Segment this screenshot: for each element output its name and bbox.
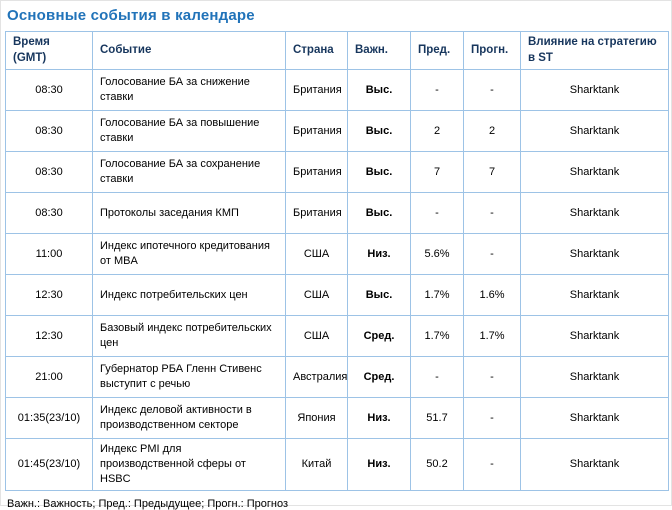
col-header-importance: Важн. (347, 30, 411, 71)
cell-impact: Sharktank (520, 192, 669, 235)
table-row: 12:30 Базовый индекс потребительских цен С… (5, 315, 669, 358)
table-row: 01:35(23/10) Индекс деловой активности в … (5, 397, 669, 440)
cell-previous: 51.7 (410, 397, 464, 440)
col-header-previous: Пред. (410, 30, 464, 71)
table-row: 08:30 Голосование БА за повышение ставки Б… (5, 110, 669, 153)
events-table: Время (GMT) Событие Страна Важн. Пред. П… (5, 30, 669, 491)
cell-importance: Выс. (347, 274, 411, 317)
cell-forecast: - (463, 69, 521, 112)
cell-time: 21:00 (5, 356, 93, 399)
cell-event: Индекс деловой активности в производстве… (92, 397, 286, 440)
cell-impact: Sharktank (520, 274, 669, 317)
cell-previous: 5.6% (410, 233, 464, 276)
cell-previous: 1.7% (410, 315, 464, 358)
page-title: Основные события в календаре (7, 7, 255, 24)
cell-importance: Выс. (347, 151, 411, 194)
cell-country: Британия (285, 110, 348, 153)
cell-event: Индекс ипотечного кредитования от MBA (92, 233, 286, 276)
cell-previous: 7 (410, 151, 464, 194)
cell-country: США (285, 315, 348, 358)
cell-forecast: - (463, 397, 521, 440)
cell-country: Британия (285, 69, 348, 112)
cell-time: 12:30 (5, 315, 93, 358)
cell-importance: Низ. (347, 397, 411, 440)
cell-country: США (285, 274, 348, 317)
table-row: 08:30 Голосование БА за снижение ставки Бр… (5, 69, 669, 112)
cell-impact: Sharktank (520, 397, 669, 440)
cell-event: Протоколы заседания КМП (92, 192, 286, 235)
cell-event: Базовый индекс потребительских цен (92, 315, 286, 358)
cell-impact: Sharktank (520, 233, 669, 276)
cell-importance: Выс. (347, 110, 411, 153)
cell-country: Австралия (285, 356, 348, 399)
cell-forecast: 7 (463, 151, 521, 194)
table-header-row: Время (GMT) Событие Страна Важн. Пред. П… (5, 30, 669, 71)
cell-event: Индекс PMI для производственной сферы от… (92, 438, 286, 491)
cell-previous: 2 (410, 110, 464, 153)
cell-country: Япония (285, 397, 348, 440)
table-row: 11:00 Индекс ипотечного кредитования от M… (5, 233, 669, 276)
cell-forecast: 2 (463, 110, 521, 153)
cell-impact: Sharktank (520, 356, 669, 399)
cell-importance: Выс. (347, 69, 411, 112)
cell-forecast: - (463, 438, 521, 491)
cell-previous: - (410, 192, 464, 235)
cell-time: 08:30 (5, 192, 93, 235)
cell-forecast: 1.7% (463, 315, 521, 358)
cell-importance: Сред. (347, 315, 411, 358)
cell-previous: - (410, 356, 464, 399)
cell-previous: 50.2 (410, 438, 464, 491)
cell-event: Губернатор РБА Гленн Стивенс выступит с … (92, 356, 286, 399)
cell-forecast: - (463, 192, 521, 235)
cell-importance: Выс. (347, 192, 411, 235)
cell-impact: Sharktank (520, 315, 669, 358)
cell-event: Индекс потребительских цен (92, 274, 286, 317)
cell-time: 12:30 (5, 274, 93, 317)
cell-importance: Низ. (347, 438, 411, 491)
cell-country: Британия (285, 151, 348, 194)
col-header-time: Время (GMT) (5, 30, 93, 71)
cell-event: Голосование БА за сохранение ставки (92, 151, 286, 194)
cell-time: 01:35(23/10) (5, 397, 93, 440)
cell-time: 08:30 (5, 110, 93, 153)
table-body: 08:30 Голосование БА за снижение ставки Бр… (5, 69, 669, 491)
table-row: 08:30 Протоколы заседания КМП Британия Выс.… (5, 192, 669, 235)
col-header-country: Страна (285, 30, 348, 71)
cell-event: Голосование БА за повышение ставки (92, 110, 286, 153)
cell-forecast: - (463, 356, 521, 399)
cell-impact: Sharktank (520, 110, 669, 153)
cell-previous: - (410, 69, 464, 112)
col-header-impact: Влияние на стратегию в ST (520, 30, 669, 71)
cell-event: Голосование БА за снижение ставки (92, 69, 286, 112)
footnote: Важн.: Важность; Пред.: Предыдущее; Прог… (7, 497, 289, 510)
cell-country: США (285, 233, 348, 276)
col-header-event: Событие (92, 30, 286, 71)
table-row: 01:45(23/10) Индекс PMI для производствен… (5, 438, 669, 491)
cell-importance: Сред. (347, 356, 411, 399)
table-row: 21:00 Губернатор РБА Гленн Стивенс выступ… (5, 356, 669, 399)
cell-forecast: - (463, 233, 521, 276)
cell-time: 08:30 (5, 69, 93, 112)
cell-time: 08:30 (5, 151, 93, 194)
cell-country: Британия (285, 192, 348, 235)
cell-impact: Sharktank (520, 438, 669, 491)
cell-time: 11:00 (5, 233, 93, 276)
cell-forecast: 1.6% (463, 274, 521, 317)
cell-impact: Sharktank (520, 69, 669, 112)
col-header-forecast: Прогн. (463, 30, 521, 71)
cell-time: 01:45(23/10) (5, 438, 93, 491)
table-row: 08:30 Голосование БА за сохранение ставки… (5, 151, 669, 194)
cell-impact: Sharktank (520, 151, 669, 194)
cell-country: Китай (285, 438, 348, 491)
cell-importance: Низ. (347, 233, 411, 276)
cell-previous: 1.7% (410, 274, 464, 317)
table-row: 12:30 Индекс потребительских цен США Выс. 1.… (5, 274, 669, 317)
